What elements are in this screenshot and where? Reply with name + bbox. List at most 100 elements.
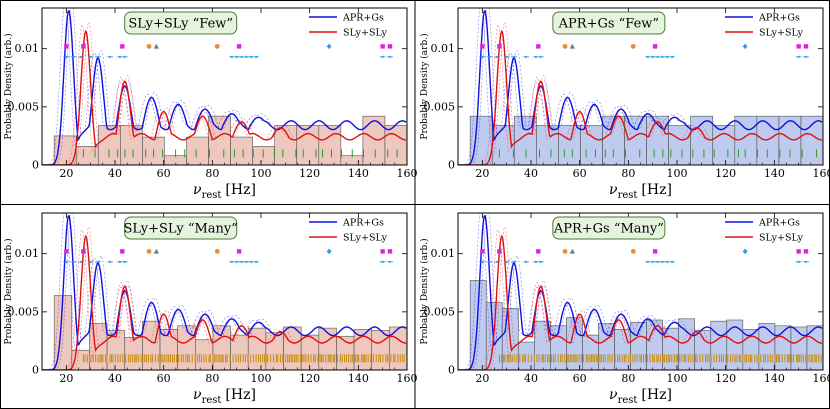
error-bar-point bbox=[230, 260, 233, 263]
x-tick-label: 100 bbox=[667, 167, 688, 180]
panel-title: SLy+SLy “Many” bbox=[123, 222, 237, 237]
error-bar-point bbox=[72, 55, 75, 58]
hist-bar bbox=[120, 125, 143, 165]
plot-area bbox=[458, 8, 823, 165]
marker-square bbox=[236, 249, 242, 254]
panel-2: 20 40 60 80 100 120 140 160 0 0.005 0.01 νrest[Hz] P… bbox=[419, 7, 830, 201]
error-bar-point bbox=[65, 260, 68, 263]
panel-title-box bbox=[124, 216, 238, 240]
marker-circle bbox=[630, 248, 636, 254]
panel-1: 20 40 60 80 100 120 140 160 0 0.005 0.01 νrest [Hz] P… bbox=[3, 7, 418, 201]
x-axis-symbol: ν bbox=[609, 387, 618, 403]
marker-square bbox=[236, 44, 242, 49]
marker-square bbox=[81, 249, 86, 254]
x-tick-label: 140 bbox=[348, 372, 369, 385]
legend-label: APR+Gs bbox=[342, 13, 384, 24]
x-tick-label: 20 bbox=[475, 372, 489, 385]
x-tick-label: 80 bbox=[621, 167, 635, 180]
y-tick-label: 0.005 bbox=[8, 305, 40, 318]
hist-bar bbox=[318, 125, 342, 165]
error-bar-point bbox=[250, 260, 253, 263]
x-tick-label: 20 bbox=[59, 372, 73, 385]
marker-diamond bbox=[742, 43, 748, 50]
hist-bar bbox=[517, 341, 535, 370]
y-tick-label: 0.01 bbox=[15, 247, 40, 260]
x-tick-label: 140 bbox=[348, 167, 369, 180]
hist-bar bbox=[800, 115, 823, 165]
hist-bar bbox=[384, 125, 407, 165]
error-bar-point bbox=[646, 260, 649, 263]
error-bar-point bbox=[495, 55, 499, 58]
hist-bar bbox=[247, 327, 267, 370]
marker-square bbox=[803, 249, 809, 254]
marker-square bbox=[652, 44, 658, 49]
panel-title: APR+Gs “Few” bbox=[558, 17, 659, 32]
error-bar-point bbox=[525, 55, 528, 58]
error-bar-point bbox=[534, 260, 537, 263]
marker-square bbox=[652, 249, 658, 254]
plot-area bbox=[42, 213, 407, 370]
y-tick-label: 0.005 bbox=[8, 100, 40, 113]
series-dashed bbox=[458, 8, 823, 165]
hist-bar bbox=[177, 325, 196, 370]
x-axis-subscript: rest bbox=[202, 395, 222, 406]
x-tick-label: 60 bbox=[573, 167, 587, 180]
error-bar-point bbox=[495, 260, 499, 263]
marker-square bbox=[803, 44, 809, 49]
hist-bar bbox=[265, 332, 284, 370]
error-bar-point bbox=[651, 55, 654, 58]
x-tick-label: 20 bbox=[59, 167, 73, 180]
error-bar-point bbox=[804, 55, 808, 58]
x-tick-label: 160 bbox=[397, 372, 418, 385]
marker-triangle bbox=[153, 43, 159, 49]
hist-bar bbox=[362, 115, 386, 165]
error-bar-point bbox=[671, 55, 674, 58]
hist-bar bbox=[283, 326, 302, 370]
x-axis-unit: [Hz] bbox=[225, 387, 256, 403]
marker-diamond bbox=[326, 43, 332, 50]
marker-square bbox=[64, 44, 69, 49]
marker-square bbox=[387, 44, 393, 49]
marker-circle bbox=[562, 248, 568, 254]
error-bar-point bbox=[123, 260, 126, 263]
x-axis-title: νrest [Hz] bbox=[193, 387, 256, 406]
error-bar-point bbox=[96, 260, 100, 263]
marker-triangle bbox=[569, 248, 575, 254]
panel-title: SLy+SLy “Few” bbox=[128, 17, 233, 32]
x-axis-title: νrest [Hz] bbox=[609, 387, 672, 406]
y-tick-label: 0 bbox=[448, 159, 455, 172]
marker-circle bbox=[562, 43, 568, 49]
panel-4: 20 40 60 80 100 120 140 160 0 0.005 0.01 νrest[Hz] P… bbox=[419, 212, 830, 406]
hist-bar bbox=[469, 280, 487, 370]
error-bar-point bbox=[255, 55, 258, 58]
legend-label: SLy+SLy bbox=[759, 233, 804, 244]
marker-square bbox=[480, 249, 485, 254]
error-bar-point bbox=[96, 55, 100, 58]
x-axis-unit: [Hz] bbox=[641, 182, 672, 198]
x-axis-symbol: ν bbox=[193, 182, 202, 198]
x-tick-label: 160 bbox=[813, 167, 830, 180]
error-bar-point bbox=[123, 55, 126, 58]
x-tick-label: 120 bbox=[715, 372, 736, 385]
hist-bar bbox=[124, 337, 143, 370]
marker-circle bbox=[146, 43, 152, 49]
y-axis-title: Probably Density (arb.) bbox=[3, 33, 14, 139]
hist-bar bbox=[778, 115, 802, 165]
marker-square bbox=[497, 249, 502, 254]
error-bar-point bbox=[240, 55, 243, 58]
error-bar-point bbox=[656, 260, 659, 263]
series-line-aprgs bbox=[42, 10, 407, 165]
error-bar-point bbox=[505, 260, 508, 263]
marker-square bbox=[536, 249, 541, 254]
error-bar-point bbox=[539, 260, 542, 263]
y-axis-title: Probably Density (arb.) bbox=[419, 238, 430, 344]
panel-title-box bbox=[124, 11, 238, 35]
hist-bar bbox=[710, 320, 728, 370]
y-tick-label: 0 bbox=[32, 159, 39, 172]
error-bar-point bbox=[666, 55, 669, 58]
panel-title-box bbox=[552, 216, 666, 240]
y-axis-title: Probably Density (arb.) bbox=[419, 33, 430, 139]
series-line-slysly bbox=[42, 29, 406, 165]
error-bar-point bbox=[661, 260, 664, 263]
